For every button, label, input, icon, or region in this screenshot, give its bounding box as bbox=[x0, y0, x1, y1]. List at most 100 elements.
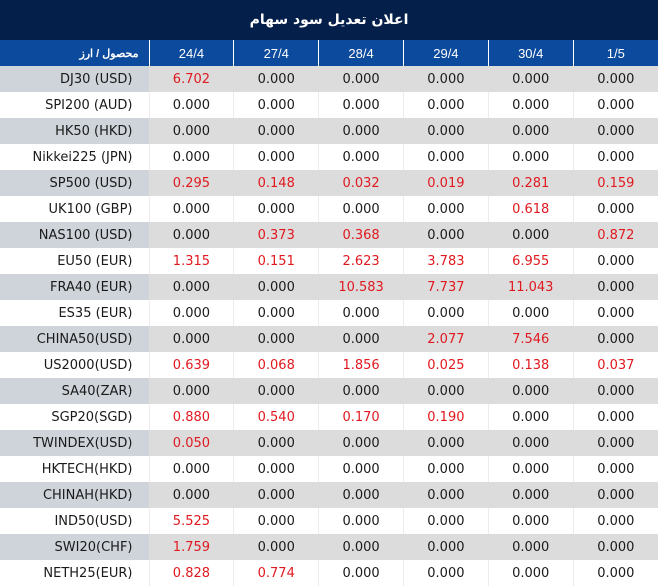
value-cell: 7.546 bbox=[487, 326, 574, 352]
value-cell: 0.000 bbox=[318, 508, 404, 534]
value-cell: 0.000 bbox=[148, 378, 234, 404]
value-cell: 0.000 bbox=[402, 66, 489, 92]
value-cell: 10.583 bbox=[318, 274, 404, 300]
value-cell: 0.000 bbox=[487, 118, 574, 144]
product-name-cell: FRA40 (EUR) bbox=[0, 274, 149, 300]
table-row: FRA40 (EUR) 0.000 0.000 10.583 7.737 11.043 0.… bbox=[0, 274, 658, 300]
value-cell: 0.000 bbox=[487, 560, 574, 586]
table-row: SWI20(CHF) 1.759 0.000 0.000 0.000 0.000 0.000 bbox=[0, 534, 658, 560]
value-cell: 0.880 bbox=[148, 404, 234, 430]
value-cell: 0.000 bbox=[487, 430, 574, 456]
value-cell: 0.000 bbox=[572, 274, 658, 300]
table-row: IND50(USD) 5.525 0.000 0.000 0.000 0.000 0.000 bbox=[0, 508, 658, 534]
table-row: CHINAH(HKD) 0.000 0.000 0.000 0.000 0.000 0.00… bbox=[0, 482, 658, 508]
product-name-cell: SWI20(CHF) bbox=[0, 534, 149, 560]
product-name-cell: SA40(ZAR) bbox=[0, 378, 149, 404]
value-cell: 0.000 bbox=[572, 326, 658, 352]
table-row: NAS100 (USD) 0.000 0.373 0.368 0.000 0.000 0.8… bbox=[0, 222, 658, 248]
value-cell: 0.618 bbox=[487, 196, 574, 222]
table-row: TWINDEX(USD) 0.050 0.000 0.000 0.000 0.000 0.0… bbox=[0, 430, 658, 456]
value-cell: 0.000 bbox=[487, 92, 574, 118]
value-cell: 0.000 bbox=[402, 118, 489, 144]
value-cell: 0.000 bbox=[487, 508, 574, 534]
value-cell: 0.000 bbox=[148, 222, 234, 248]
value-cell: 0.872 bbox=[572, 222, 658, 248]
value-cell: 0.000 bbox=[233, 274, 319, 300]
value-cell: 0.000 bbox=[402, 222, 489, 248]
table-row: DJ30 (USD) 6.702 0.000 0.000 0.000 0.000 0.000 bbox=[0, 66, 658, 92]
value-cell: 0.148 bbox=[233, 170, 319, 196]
value-cell: 0.000 bbox=[572, 404, 658, 430]
value-cell: 0.000 bbox=[318, 534, 404, 560]
value-cell: 3.783 bbox=[402, 248, 489, 274]
value-cell: 0.000 bbox=[148, 196, 234, 222]
value-cell: 0.000 bbox=[318, 430, 404, 456]
table-row: SPI200 (AUD) 0.000 0.000 0.000 0.000 0.000 0.0… bbox=[0, 92, 658, 118]
value-cell: 0.000 bbox=[572, 118, 658, 144]
value-cell: 0.000 bbox=[233, 482, 319, 508]
value-cell: 0.000 bbox=[318, 66, 404, 92]
value-cell: 0.000 bbox=[318, 326, 404, 352]
value-cell: 0.000 bbox=[148, 92, 234, 118]
value-cell: 0.000 bbox=[318, 300, 404, 326]
value-cell: 0.000 bbox=[487, 378, 574, 404]
value-cell: 0.000 bbox=[572, 248, 658, 274]
value-cell: 0.170 bbox=[318, 404, 404, 430]
product-name-cell: TWINDEX(USD) bbox=[0, 430, 149, 456]
value-cell: 0.190 bbox=[402, 404, 489, 430]
value-cell: 0.068 bbox=[233, 352, 319, 378]
value-cell: 0.000 bbox=[318, 144, 404, 170]
product-name-cell: SP500 (USD) bbox=[0, 170, 149, 196]
product-name-cell: HK50 (HKD) bbox=[0, 118, 149, 144]
value-cell: 0.000 bbox=[572, 456, 658, 482]
value-cell: 0.000 bbox=[233, 196, 319, 222]
table-row: HKTECH(HKD) 0.000 0.000 0.000 0.000 0.000 0.00… bbox=[0, 456, 658, 482]
value-cell: 0.000 bbox=[572, 66, 658, 92]
table-header-row: محصول / ارز 24/4 27/4 28/4 29/4 30/4 1/5 bbox=[0, 40, 658, 66]
product-name-cell: SGP20(SGD) bbox=[0, 404, 149, 430]
value-cell: 0.000 bbox=[318, 118, 404, 144]
value-cell: 0.000 bbox=[402, 300, 489, 326]
table-row: UK100 (GBP) 0.000 0.000 0.000 0.000 0.618 0.00… bbox=[0, 196, 658, 222]
value-cell: 0.000 bbox=[402, 534, 489, 560]
value-cell: 0.032 bbox=[318, 170, 404, 196]
value-cell: 0.037 bbox=[572, 352, 658, 378]
value-cell: 0.000 bbox=[402, 196, 489, 222]
value-cell: 0.000 bbox=[318, 196, 404, 222]
table-row: SGP20(SGD) 0.880 0.540 0.170 0.190 0.000 0.000 bbox=[0, 404, 658, 430]
value-cell: 0.000 bbox=[487, 222, 574, 248]
panel-title: اعلان تعدیل سود سهام bbox=[0, 0, 658, 40]
value-cell: 0.000 bbox=[487, 404, 574, 430]
value-cell: 0.000 bbox=[318, 560, 404, 586]
value-cell: 0.000 bbox=[402, 430, 489, 456]
value-cell: 0.000 bbox=[233, 66, 319, 92]
value-cell: 0.000 bbox=[148, 274, 234, 300]
product-name-cell: NAS100 (USD) bbox=[0, 222, 149, 248]
column-header-date: 27/4 bbox=[233, 40, 319, 66]
value-cell: 1.759 bbox=[148, 534, 234, 560]
value-cell: 0.000 bbox=[233, 144, 319, 170]
value-cell: 0.000 bbox=[233, 92, 319, 118]
column-header-date: 1/5 bbox=[572, 40, 658, 66]
table-row: SP500 (USD) 0.295 0.148 0.032 0.019 0.281 0.15… bbox=[0, 170, 658, 196]
value-cell: 0.000 bbox=[233, 456, 319, 482]
table-row: ES35 (EUR) 0.000 0.000 0.000 0.000 0.000 0.000 bbox=[0, 300, 658, 326]
value-cell: 11.043 bbox=[487, 274, 574, 300]
column-header-date: 28/4 bbox=[318, 40, 404, 66]
value-cell: 0.000 bbox=[318, 378, 404, 404]
table-body: DJ30 (USD) 6.702 0.000 0.000 0.000 0.000 0.000… bbox=[0, 66, 658, 586]
value-cell: 0.000 bbox=[148, 456, 234, 482]
value-cell: 0.281 bbox=[487, 170, 574, 196]
value-cell: 0.151 bbox=[233, 248, 319, 274]
value-cell: 0.000 bbox=[233, 378, 319, 404]
value-cell: 1.856 bbox=[318, 352, 404, 378]
value-cell: 0.000 bbox=[233, 534, 319, 560]
value-cell: 0.368 bbox=[318, 222, 404, 248]
product-name-cell: ES35 (EUR) bbox=[0, 300, 149, 326]
value-cell: 0.000 bbox=[233, 508, 319, 534]
value-cell: 2.077 bbox=[402, 326, 489, 352]
value-cell: 0.000 bbox=[148, 482, 234, 508]
table-row: SA40(ZAR) 0.000 0.000 0.000 0.000 0.000 0.000 bbox=[0, 378, 658, 404]
value-cell: 0.000 bbox=[402, 92, 489, 118]
